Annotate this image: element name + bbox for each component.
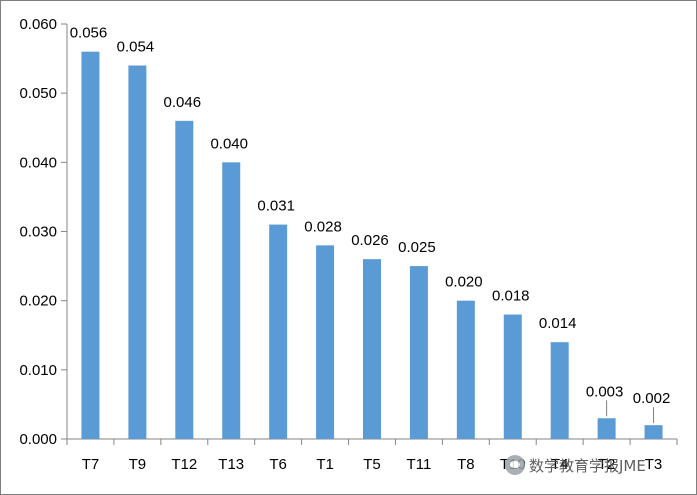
x-tick-label: T4 bbox=[551, 456, 569, 473]
bar bbox=[597, 418, 616, 439]
x-tick-label: T9 bbox=[129, 456, 147, 473]
data-label: 0.025 bbox=[398, 239, 436, 256]
bar bbox=[222, 162, 241, 440]
data-label: 0.054 bbox=[117, 39, 155, 56]
x-tick-label: T11 bbox=[407, 456, 432, 473]
wechat-logo-icon bbox=[505, 455, 525, 475]
data-label: 0.031 bbox=[257, 198, 295, 215]
watermark: 数学教育学报JME bbox=[505, 453, 646, 477]
x-tick-label: T5 bbox=[363, 456, 381, 473]
data-label: 0.046 bbox=[164, 94, 202, 111]
x-tick-label: T7 bbox=[82, 456, 100, 473]
axes: 0.000 0.010 0.020 0.030 0.040 0.050 0.060 T7 T9 T… bbox=[19, 16, 678, 473]
data-label: 0.003 bbox=[586, 383, 624, 400]
bars bbox=[81, 51, 663, 440]
x-tick-label: T2 bbox=[598, 456, 616, 473]
y-tick-label: 0.040 bbox=[19, 154, 57, 171]
x-tick-label: T12 bbox=[171, 456, 197, 473]
bar bbox=[644, 425, 663, 439]
y-tick-label: 0.060 bbox=[19, 16, 57, 33]
bar bbox=[503, 314, 522, 439]
bar bbox=[363, 259, 381, 439]
bar bbox=[81, 51, 100, 440]
y-tick-label: 0.000 bbox=[19, 431, 57, 448]
x-tick-label: T6 bbox=[269, 456, 287, 473]
data-label: 0.028 bbox=[304, 218, 342, 235]
bar bbox=[128, 65, 147, 439]
x-tick-label: T8 bbox=[457, 456, 475, 473]
bar bbox=[269, 224, 288, 439]
bar bbox=[409, 266, 428, 439]
data-label: 0.056 bbox=[70, 25, 108, 42]
x-tick-label: T3 bbox=[645, 456, 663, 473]
bar bbox=[550, 342, 569, 439]
data-label: 0.020 bbox=[445, 274, 483, 291]
data-label: 0.040 bbox=[210, 135, 248, 152]
y-tick-label: 0.010 bbox=[19, 362, 57, 379]
data-label: 0.026 bbox=[351, 232, 389, 249]
bar bbox=[175, 120, 194, 439]
x-tick-label: T1 bbox=[316, 456, 334, 473]
y-tick-label: 0.020 bbox=[19, 293, 57, 310]
bar bbox=[456, 300, 475, 439]
data-labels: 0.056 0.054 0.046 0.040 0.031 0.028 0.026 0.025… bbox=[70, 25, 671, 424]
data-label: 0.018 bbox=[492, 288, 530, 305]
y-tick-label: 0.050 bbox=[19, 85, 57, 102]
watermark-text: 数学教育学报JME bbox=[529, 456, 646, 475]
data-label: 0.014 bbox=[539, 315, 577, 332]
data-label: 0.002 bbox=[633, 390, 671, 407]
y-tick-label: 0.030 bbox=[19, 224, 57, 241]
bar bbox=[316, 245, 335, 439]
x-tick-label: T13 bbox=[218, 456, 244, 473]
